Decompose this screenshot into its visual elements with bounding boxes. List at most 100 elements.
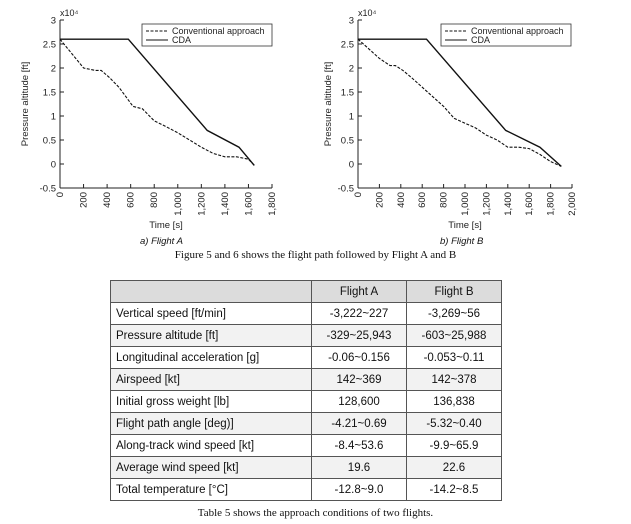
y-tick-label: -0.5	[338, 184, 354, 195]
table-row: Longitudinal acceleration [g] -0.06~0.156…	[110, 346, 502, 369]
x-tick-label: 1,800	[546, 192, 557, 216]
y-tick-label: 0.5	[341, 136, 354, 147]
approach-conditions-table: Flight A Flight B Vertical speed [ft/min]…	[110, 280, 502, 501]
chart-flight-a: -0.5 0 0.5 1 1.5 2 2.5 3 0 200 400 600 800 1,000 1,200…	[0, 0, 310, 243]
table-cell-parameter: Along-track wind speed [kt]	[110, 434, 312, 457]
y-tick-label: 0	[51, 160, 56, 171]
x-tick-label: 2,000	[567, 192, 578, 216]
y-tick-label: -0.5	[40, 184, 56, 195]
series-line-conventional	[59, 38, 255, 166]
x-tick-label: 400	[102, 192, 113, 208]
y-tick-label: 0	[349, 160, 354, 171]
y-tick-label: 1	[51, 112, 56, 123]
table-row: Vertical speed [ft/min] -3,222~227 -3,269~…	[110, 302, 502, 325]
y-exponent-label: x10⁴	[60, 8, 79, 18]
table-row: Total temperature [°C] -12.8~9.0 -14.2~8.5	[110, 478, 502, 501]
table-cell-parameter: Vertical speed [ft/min]	[110, 302, 312, 325]
table-cell-parameter: Total temperature [°C]	[110, 478, 312, 501]
x-axis-label: Time [s]	[149, 220, 182, 231]
y-axis-label: Pressure altitude [ft]	[20, 62, 31, 146]
table-cell-value: 22.6	[406, 456, 502, 479]
legend-entry: Conventional approach	[471, 26, 564, 36]
table-cell-value: -9.9~65.9	[406, 434, 502, 457]
table-cell-value: -603~25,988	[406, 324, 502, 347]
chart-flight-b: -0.5 0 0.5 1 1.5 2 2.5 3 0 200 400 600 800 1,000 1,200…	[315, 0, 631, 243]
table-cell-value: 142~369	[311, 368, 407, 391]
y-tick-label: 1.5	[43, 88, 56, 99]
table-caption: Table 5 shows the approach conditions of…	[197, 507, 434, 519]
x-tick-label: 600	[126, 192, 137, 208]
table-cell-value: -3,222~227	[311, 302, 407, 325]
chart-svg: -0.500.511.522.530 200 400 600 800 1,000 1,200…	[20, 8, 278, 231]
y-axis-label: Pressure altitude [ft]	[323, 62, 334, 146]
y-tick-label: 1	[349, 112, 354, 123]
table-cell-value: -0.053~0.11	[406, 346, 502, 369]
x-tick-label: 400	[396, 192, 407, 208]
table-cell-value: -4.21~0.69	[311, 412, 407, 435]
table-row: Flight path angle [deg)] -4.21~0.69 -5.32~…	[110, 412, 502, 435]
table-cell-value: -329~25,943	[311, 324, 407, 347]
table-cell-value: -12.8~9.0	[311, 478, 407, 501]
x-tick-label: 0	[55, 192, 66, 197]
legend-entry: CDA	[172, 35, 191, 45]
table-row: Airspeed [kt] 142~369 142~378	[110, 368, 502, 391]
x-tick-label: 800	[439, 192, 450, 208]
series-line-conventional	[357, 38, 562, 167]
table-row: Initial gross weight [lb] 128,600 136,838	[110, 390, 502, 413]
x-tick-label: 200	[79, 192, 90, 208]
y-exponent-label: x10⁴	[358, 8, 377, 18]
table-cell-value: -0.06~0.156	[311, 346, 407, 369]
table-cell-parameter: Flight path angle [deg)]	[110, 412, 312, 435]
table-cell-parameter: Longitudinal acceleration [g]	[110, 346, 312, 369]
legend-entry: CDA	[471, 35, 490, 45]
legend-box	[141, 23, 273, 47]
x-tick-label: 1,800	[267, 192, 278, 216]
x-tick-label: 1,400	[503, 192, 514, 216]
x-tick-label: 200	[374, 192, 385, 208]
series-line-cda	[358, 38, 562, 167]
legend-box	[440, 23, 572, 47]
y-tick-label: 2	[349, 64, 354, 75]
x-tick-label: 800	[149, 192, 160, 208]
y-tick-label: 3	[349, 16, 354, 27]
series-line-cda	[60, 38, 255, 166]
table-cell-value: -5.32~0.40	[406, 412, 502, 435]
x-tick-label: 1,600	[243, 192, 254, 216]
table-cell-value: -3,269~56	[406, 302, 502, 325]
x-tick-label: 1,400	[220, 192, 231, 216]
figure-caption: Figure 5 and 6 shows the flight path fol…	[174, 249, 457, 261]
table-header-flight-b: Flight B	[406, 280, 502, 303]
table-cell-value: 128,600	[311, 390, 407, 413]
y-tick-label: 2.5	[341, 40, 354, 51]
table-cell-parameter: Pressure altitude [ft]	[110, 324, 312, 347]
y-tick-label: 2	[51, 64, 56, 75]
x-tick-label: 1,200	[196, 192, 207, 216]
table-header-flight-a: Flight A	[311, 280, 407, 303]
table-row: Along-track wind speed [kt] -8.4~53.6 -9.9…	[110, 434, 502, 457]
subcaption-flight-b: b) Flight B	[440, 236, 484, 247]
table-cell-value: -8.4~53.6	[311, 434, 407, 457]
y-tick-label: 1.5	[341, 88, 354, 99]
table-header-parameter	[110, 280, 312, 303]
table-cell-parameter: Initial gross weight [lb]	[110, 390, 312, 413]
table-row: Pressure altitude [ft] -329~25,943 -603~25…	[110, 324, 502, 347]
x-tick-label: 1,600	[524, 192, 535, 216]
x-tick-label: 1,000	[173, 192, 184, 216]
table-cell-value: 19.6	[311, 456, 407, 479]
subcaption-flight-a: a) Flight A	[140, 236, 183, 247]
table-cell-value: 136,838	[406, 390, 502, 413]
chart-svg: -0.500.511.522.530 200 400 600 800 1,000 1,200…	[323, 8, 578, 231]
table-cell-parameter: Airspeed [kt]	[110, 368, 312, 391]
legend-entry: Conventional approach	[172, 26, 265, 36]
table-cell-value: -14.2~8.5	[406, 478, 502, 501]
table-cell-value: 142~378	[406, 368, 502, 391]
table-cell-parameter: Average wind speed [kt]	[110, 456, 312, 479]
x-tick-label: 1,200	[481, 192, 492, 216]
x-tick-label: 0	[353, 192, 364, 197]
x-tick-label: 1,000	[460, 192, 471, 216]
x-tick-label: 600	[417, 192, 428, 208]
x-axis-label: Time [s]	[448, 220, 481, 231]
y-tick-label: 2.5	[43, 40, 56, 51]
table-header-row: Flight A Flight B	[110, 280, 502, 303]
y-tick-label: 3	[51, 16, 56, 27]
